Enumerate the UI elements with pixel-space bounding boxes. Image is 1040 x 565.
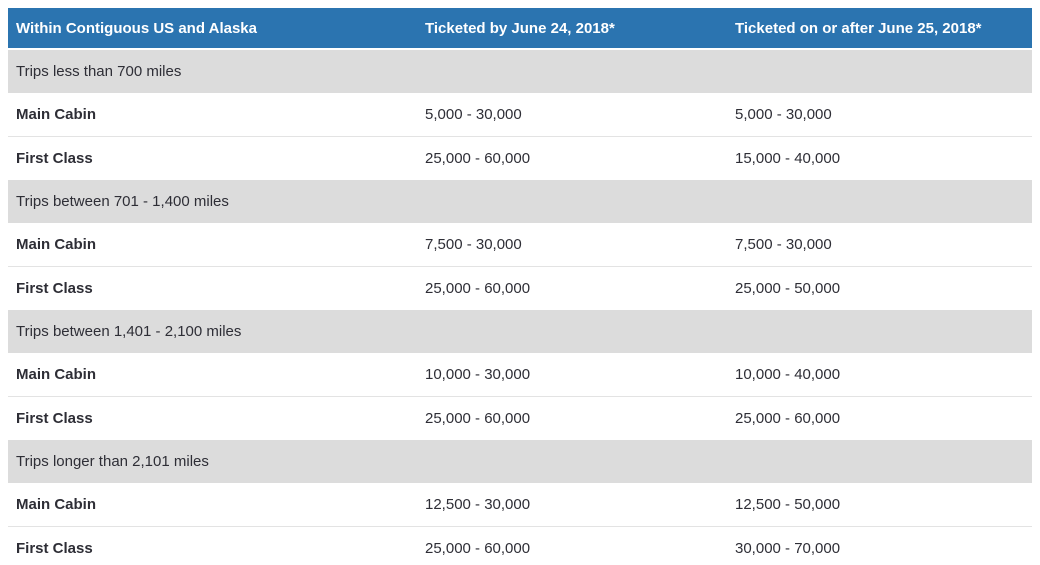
table-row: First Class 25,000 - 60,000 25,000 - 60,00…: [8, 396, 1032, 440]
value-ticketed-after: 15,000 - 40,000: [727, 136, 1032, 180]
section-label: Trips longer than 2,101 miles: [8, 440, 1032, 483]
table-row: First Class 25,000 - 60,000 15,000 - 40,00…: [8, 136, 1032, 180]
row-label: First Class: [8, 136, 417, 180]
value-ticketed-after: 5,000 - 30,000: [727, 93, 1032, 137]
value-ticketed-before: 25,000 - 60,000: [417, 526, 727, 565]
value-ticketed-before: 10,000 - 30,000: [417, 353, 727, 397]
award-mileage-table: Within Contiguous US and Alaska Ticketed…: [8, 8, 1032, 565]
value-ticketed-before: 12,500 - 30,000: [417, 483, 727, 527]
table-header-row: Within Contiguous US and Alaska Ticketed…: [8, 8, 1032, 50]
value-ticketed-before: 25,000 - 60,000: [417, 136, 727, 180]
row-label: First Class: [8, 526, 417, 565]
value-ticketed-before: 25,000 - 60,000: [417, 396, 727, 440]
section-label: Trips between 1,401 - 2,100 miles: [8, 310, 1032, 353]
section-label: Trips between 701 - 1,400 miles: [8, 180, 1032, 223]
value-ticketed-after: 25,000 - 50,000: [727, 266, 1032, 310]
section-row: Trips longer than 2,101 miles: [8, 440, 1032, 483]
column-header-region: Within Contiguous US and Alaska: [8, 8, 417, 50]
row-label: First Class: [8, 266, 417, 310]
section-row: Trips between 701 - 1,400 miles: [8, 180, 1032, 223]
table-row: Main Cabin 12,500 - 30,000 12,500 - 50,000: [8, 483, 1032, 527]
section-row: Trips less than 700 miles: [8, 49, 1032, 93]
table-body: Trips less than 700 miles Main Cabin 5,000…: [8, 49, 1032, 565]
value-ticketed-after: 25,000 - 60,000: [727, 396, 1032, 440]
table-row: First Class 25,000 - 60,000 25,000 - 50,00…: [8, 266, 1032, 310]
value-ticketed-after: 7,500 - 30,000: [727, 223, 1032, 267]
column-header-ticketed-after: Ticketed on or after June 25, 2018*: [727, 8, 1032, 50]
column-header-ticketed-before: Ticketed by June 24, 2018*: [417, 8, 727, 50]
row-label: Main Cabin: [8, 93, 417, 137]
value-ticketed-before: 25,000 - 60,000: [417, 266, 727, 310]
row-label: First Class: [8, 396, 417, 440]
value-ticketed-after: 10,000 - 40,000: [727, 353, 1032, 397]
table-row: Main Cabin 7,500 - 30,000 7,500 - 30,000: [8, 223, 1032, 267]
section-label: Trips less than 700 miles: [8, 49, 1032, 93]
row-label: Main Cabin: [8, 223, 417, 267]
section-row: Trips between 1,401 - 2,100 miles: [8, 310, 1032, 353]
value-ticketed-after: 30,000 - 70,000: [727, 526, 1032, 565]
table-row: First Class 25,000 - 60,000 30,000 - 70,00…: [8, 526, 1032, 565]
row-label: Main Cabin: [8, 353, 417, 397]
table-row: Main Cabin 5,000 - 30,000 5,000 - 30,000: [8, 93, 1032, 137]
row-label: Main Cabin: [8, 483, 417, 527]
table-row: Main Cabin 10,000 - 30,000 10,000 - 40,000: [8, 353, 1032, 397]
value-ticketed-after: 12,500 - 50,000: [727, 483, 1032, 527]
value-ticketed-before: 5,000 - 30,000: [417, 93, 727, 137]
value-ticketed-before: 7,500 - 30,000: [417, 223, 727, 267]
